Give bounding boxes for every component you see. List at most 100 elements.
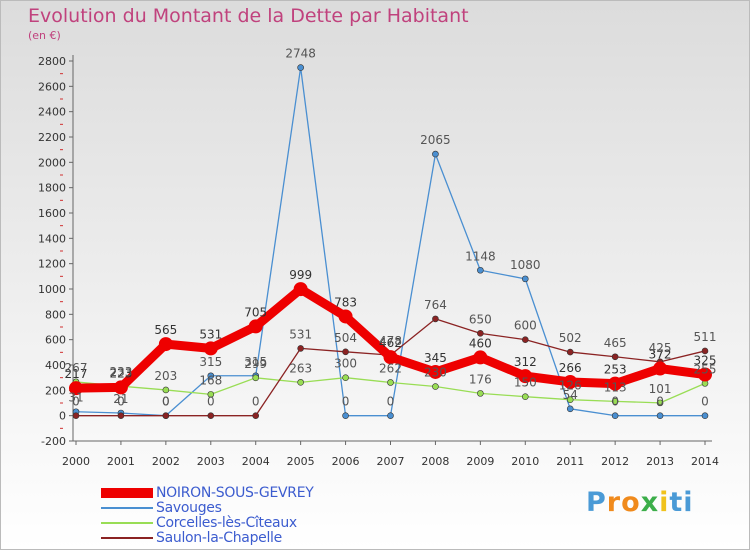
legend-swatch bbox=[101, 537, 153, 539]
x-tick-label: 2012 bbox=[601, 455, 629, 468]
data-label: 0 bbox=[162, 395, 170, 409]
data-label: 2748 bbox=[285, 47, 316, 61]
data-label: 465 bbox=[604, 336, 627, 350]
series-point-3 bbox=[297, 345, 304, 352]
x-tick-label: 2003 bbox=[197, 455, 225, 468]
data-label: 168 bbox=[199, 373, 222, 387]
data-label: 372 bbox=[649, 348, 672, 362]
legend-label: Savouges bbox=[156, 500, 222, 516]
series-point-3 bbox=[432, 315, 439, 323]
x-tick-label: 2011 bbox=[556, 455, 584, 468]
data-label: 113 bbox=[604, 380, 627, 394]
proxiti-logo: Proxiti bbox=[586, 487, 694, 518]
x-tick-label: 2004 bbox=[242, 455, 270, 468]
y-tick-label: 2400 bbox=[38, 106, 66, 119]
series-point-1 bbox=[477, 266, 484, 274]
y-tick-label: 2600 bbox=[38, 80, 66, 93]
data-label: 233 bbox=[109, 365, 132, 379]
data-label: 267 bbox=[65, 361, 88, 375]
chart-unit: (en €) bbox=[28, 29, 61, 42]
x-tick-label: 2000 bbox=[62, 455, 90, 468]
series-point-1 bbox=[297, 64, 304, 71]
data-label: 999 bbox=[289, 268, 312, 282]
series-point-2 bbox=[477, 390, 484, 397]
data-label: 565 bbox=[154, 323, 177, 337]
data-label: 0 bbox=[72, 395, 80, 409]
series-point-2 bbox=[611, 398, 619, 405]
legend-swatch bbox=[101, 522, 153, 524]
series-point-2 bbox=[387, 379, 394, 386]
y-tick-label: 400 bbox=[45, 359, 66, 372]
data-label: 2065 bbox=[420, 133, 451, 147]
y-tick-label: 600 bbox=[45, 334, 66, 347]
legend-label: Saulon-la-Chapelle bbox=[156, 530, 282, 546]
logo-letter: x bbox=[640, 487, 660, 518]
data-label: 217 bbox=[65, 367, 88, 381]
chart-title: Evolution du Montant de la Dette par Hab… bbox=[28, 5, 469, 27]
data-label: 502 bbox=[559, 331, 582, 345]
x-tick-label: 2010 bbox=[511, 455, 539, 468]
data-label: 478 bbox=[379, 334, 402, 348]
series-point-0 bbox=[653, 361, 668, 376]
x-tick-label: 2002 bbox=[152, 455, 180, 468]
x-tick-label: 2013 bbox=[646, 455, 674, 468]
y-tick-label: 1800 bbox=[38, 182, 66, 195]
data-label: 0 bbox=[162, 395, 170, 409]
series-point-0 bbox=[69, 381, 83, 396]
data-label: 126 bbox=[559, 379, 582, 393]
series-point-1 bbox=[656, 412, 664, 419]
data-label: 101 bbox=[649, 382, 672, 396]
series-point-0 bbox=[428, 364, 443, 379]
logo-letter: i bbox=[683, 487, 694, 518]
legend-swatch bbox=[101, 507, 153, 509]
data-label: 504 bbox=[334, 331, 357, 345]
series-point-2 bbox=[297, 379, 304, 386]
data-label: 0 bbox=[611, 395, 619, 409]
y-tick-label: 800 bbox=[45, 308, 66, 321]
series-point-0 bbox=[113, 380, 128, 395]
data-label: 0 bbox=[701, 395, 709, 409]
data-label: 425 bbox=[649, 341, 672, 355]
series-point-3 bbox=[521, 336, 529, 343]
y-tick-label: 2800 bbox=[38, 55, 66, 68]
data-label: 299 bbox=[244, 357, 267, 371]
series-point-3 bbox=[117, 412, 125, 419]
data-label: 531 bbox=[199, 327, 222, 341]
series-point-0 bbox=[473, 350, 488, 365]
series-point-3 bbox=[477, 330, 484, 337]
data-label: 0 bbox=[387, 395, 395, 409]
data-label: 325 bbox=[694, 354, 717, 368]
series-point-3 bbox=[72, 412, 80, 419]
series-point-3 bbox=[207, 412, 215, 419]
y-tick-label: 0 bbox=[59, 410, 66, 423]
data-label: 531 bbox=[289, 327, 312, 341]
y-tick-label: 1600 bbox=[38, 207, 66, 220]
series-point-2 bbox=[162, 386, 170, 394]
x-tick-label: 2009 bbox=[466, 455, 494, 468]
data-label: 0 bbox=[252, 395, 260, 409]
data-label: 600 bbox=[514, 319, 537, 333]
series-point-0 bbox=[293, 282, 308, 297]
logo-letter: r bbox=[606, 487, 622, 518]
y-tick-label: 200 bbox=[45, 384, 66, 397]
data-label: 0 bbox=[207, 395, 215, 409]
data-label: 31 bbox=[68, 391, 83, 405]
data-label: 460 bbox=[469, 336, 492, 350]
series-point-3 bbox=[162, 412, 170, 419]
x-tick-label: 2005 bbox=[287, 455, 315, 468]
x-tick-label: 2014 bbox=[691, 455, 719, 468]
series-point-1 bbox=[387, 412, 394, 419]
series-point-0 bbox=[158, 337, 173, 352]
y-tick-label: 2000 bbox=[38, 156, 66, 169]
x-tick-label: 2008 bbox=[421, 455, 449, 468]
series-point-0 bbox=[563, 374, 578, 389]
series-point-0 bbox=[608, 376, 623, 391]
series-point-1 bbox=[207, 372, 215, 380]
logo-letter: P bbox=[586, 487, 607, 518]
x-tick-label: 2007 bbox=[377, 455, 405, 468]
data-label: 262 bbox=[379, 361, 402, 375]
series-point-3 bbox=[342, 348, 349, 356]
series-point-1 bbox=[566, 405, 574, 413]
